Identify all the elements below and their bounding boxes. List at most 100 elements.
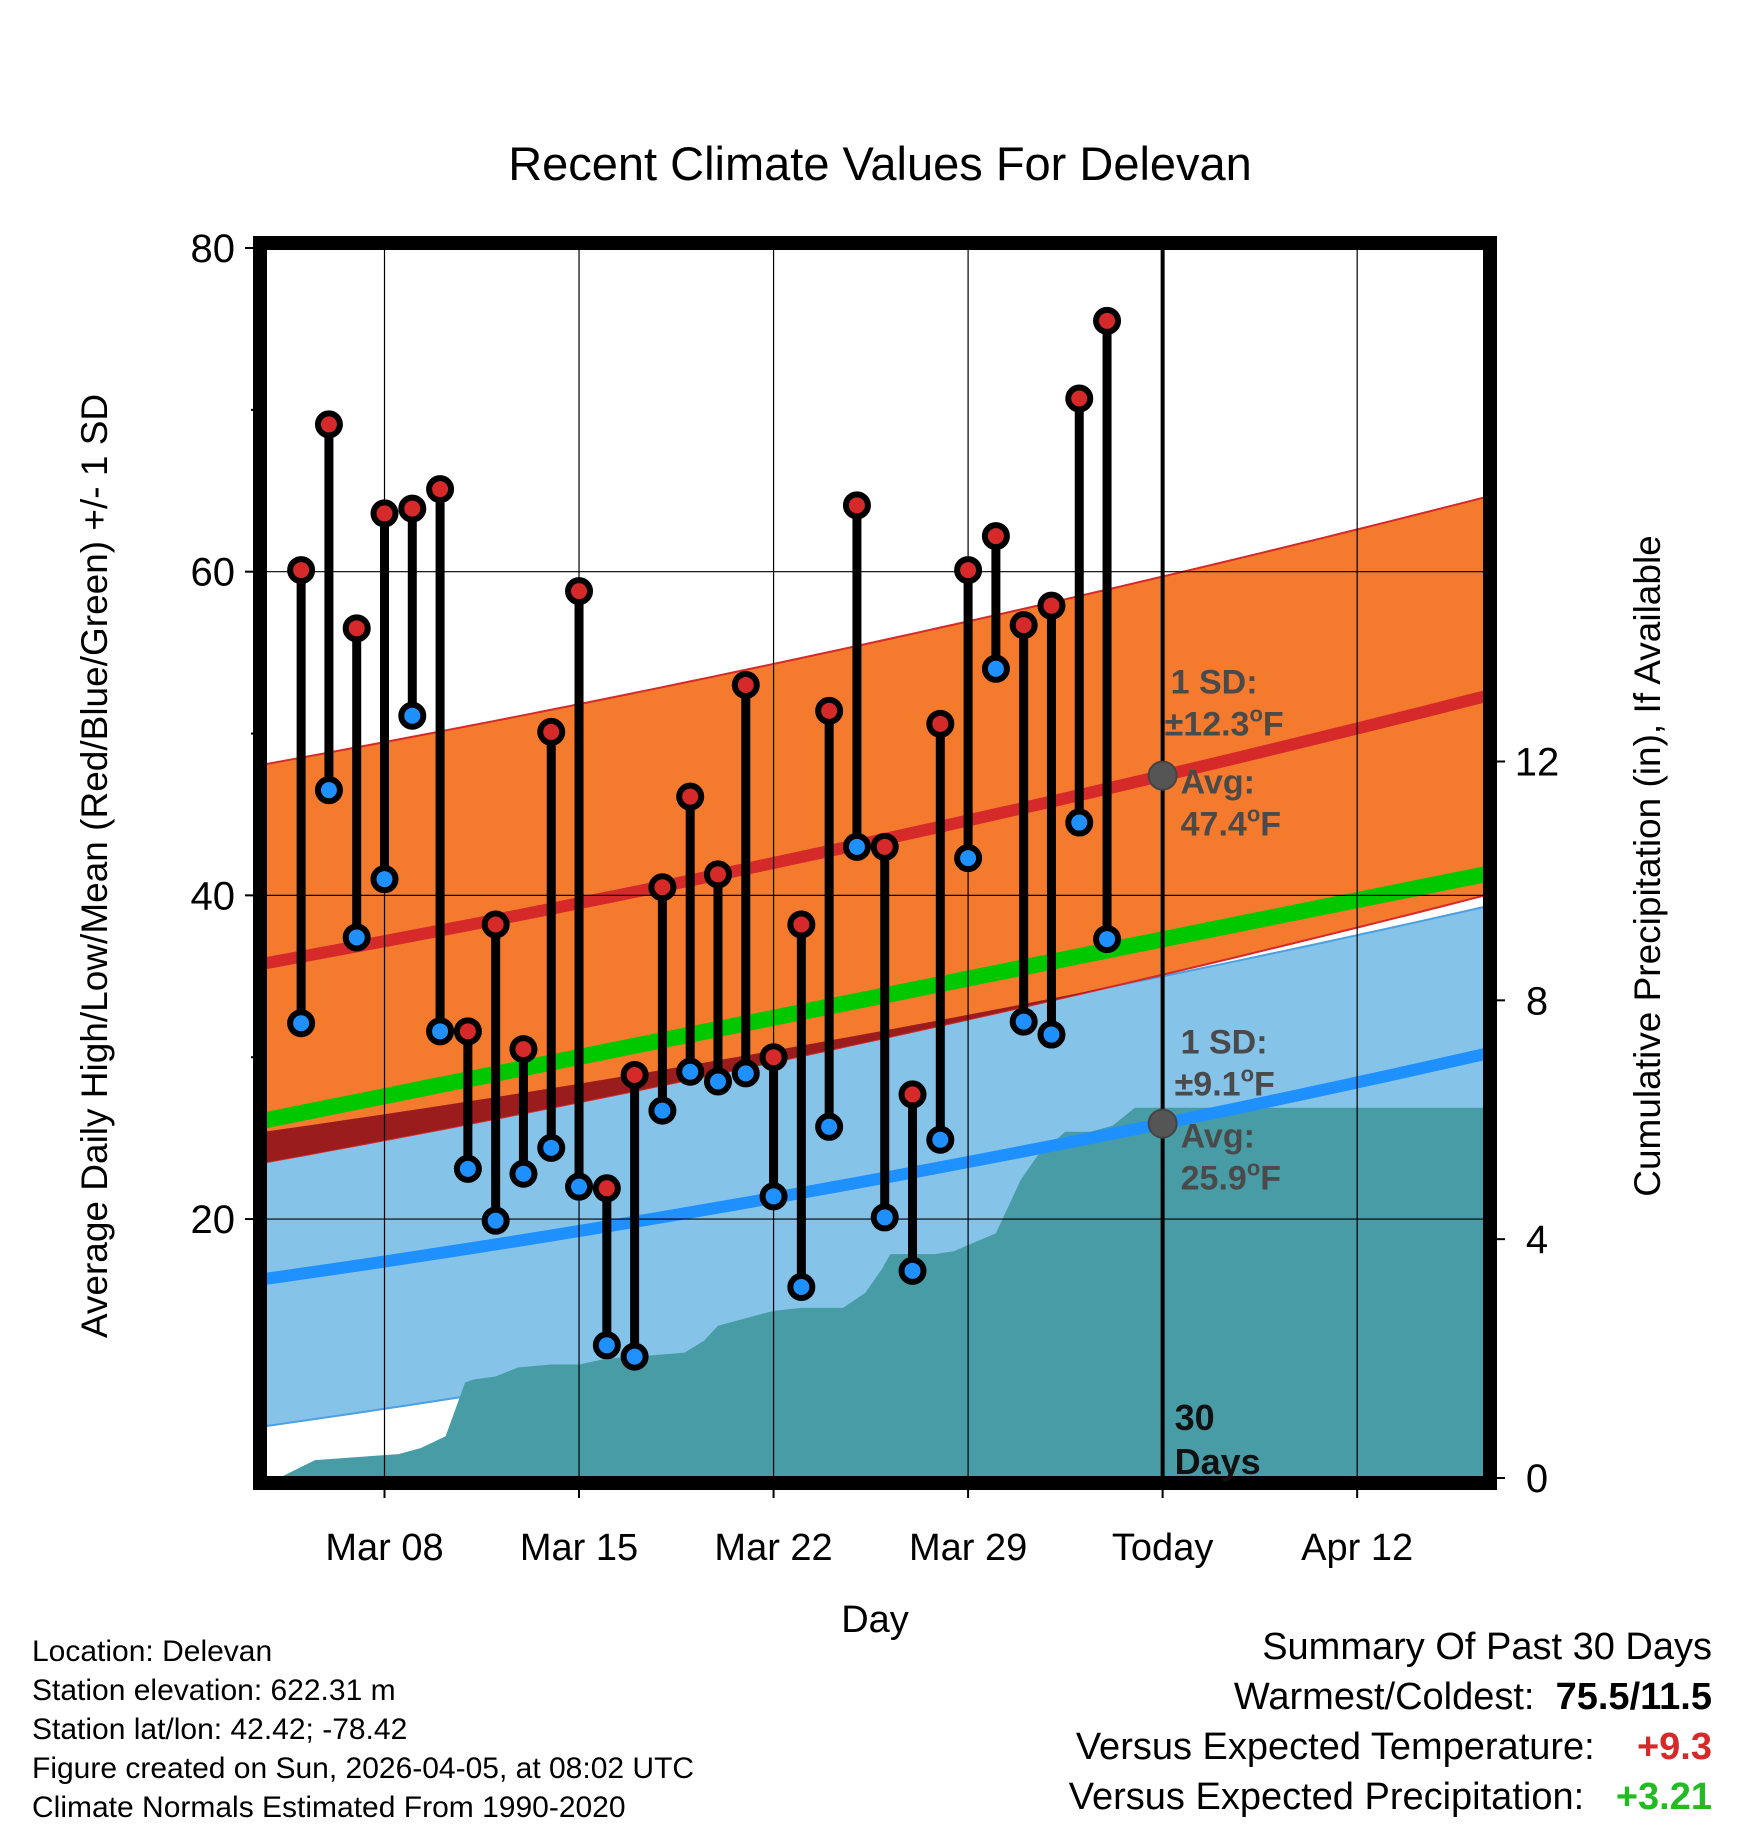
summary-warm-cold-value: 75.5/11.5 [1555,1676,1712,1718]
x-tick-label: Today [1112,1527,1213,1569]
summary-precip-label: Versus Expected Precipitation: [1068,1776,1585,1818]
daily-high-point [398,494,427,523]
daily-high-point [870,832,899,861]
high-avg-marker [1147,760,1178,791]
chart-title: Recent Climate Values For Delevan [508,137,1252,190]
y-tick-label: 40 [191,874,236,918]
summary-title: Summary Of Past 30 Days [1262,1626,1712,1668]
footer-created: Figure created on Sun, 2026-04-05, at 08… [32,1752,695,1785]
daily-high-point [1037,591,1066,620]
daily-low-point [1009,1007,1038,1036]
summary-warm-cold-label: Warmest/Coldest: [1233,1676,1535,1718]
daily-high-point [759,1043,788,1072]
daily-low-point [342,923,371,952]
daily-low-point [565,1172,594,1201]
y-tick-label: 20 [191,1198,236,1242]
overlap-band [265,906,1485,1163]
daily-high-point [648,873,677,902]
daily-high-point [509,1035,538,1064]
y-tick-label: 80 [191,227,236,271]
daily-low-point [426,1017,455,1046]
low-sd-label: 1 SD: [1181,1024,1268,1062]
x-axis-title: Day [841,1599,909,1641]
daily-high-point [898,1080,927,1109]
daily-high-point [426,475,455,504]
daily-low-point [731,1059,760,1088]
daily-high-point [954,556,983,585]
daily-low-point [620,1342,649,1371]
x-tick-label: Mar 15 [520,1527,638,1569]
daily-low-point [1065,808,1094,837]
daily-high-point [481,910,510,939]
daily-low-point [676,1057,705,1086]
daily-low-point [815,1112,844,1141]
summary-temp: Versus Expected Temperature: +9.3 [1069,1722,1712,1772]
daily-low-point [453,1154,482,1183]
daily-low-point [926,1125,955,1154]
daily-low-point [1037,1020,1066,1049]
summary-precip: Versus Expected Precipitation: +3.21 [1069,1772,1712,1822]
daily-high-point [676,782,705,811]
daily-low-point [537,1133,566,1162]
y-tick-label: 60 [191,551,236,595]
high-avg-value: 47.4oF [1181,802,1281,844]
daily-high-point [370,499,399,528]
y2-tick-label: 0 [1526,1457,1548,1501]
summary-temp-label: Versus Expected Temperature: [1075,1726,1595,1768]
daily-high-point [592,1174,621,1203]
daily-low-point [370,865,399,894]
high-avg-label: Avg: [1181,764,1255,802]
low-avg-value: 25.9oF [1181,1156,1281,1198]
y2-tick-label: 4 [1526,1218,1548,1262]
y2-axis-title: Cumulative Precipitation (in), If Availa… [1627,535,1668,1197]
daily-low-point [481,1206,510,1235]
daily-low-point [648,1096,677,1125]
high-sd-label: 1 SD: [1171,664,1258,702]
footer-location: Location: Delevan [32,1635,273,1668]
normal-low-line [265,1048,1485,1285]
summary-temp-value: +9.3 [1636,1726,1712,1768]
daily-high-point [981,522,1010,551]
daily-high-point [787,910,816,939]
y-axis-title: Average Daily High/Low/Mean (Red/Blue/Gr… [74,394,115,1338]
daily-high-point [731,670,760,699]
summary-precip-value: +3.21 [1615,1776,1712,1818]
daily-high-point [703,860,732,889]
daily-high-point [1009,611,1038,640]
daily-high-point [1093,306,1122,335]
daily-high-point [287,556,316,585]
daily-low-point [954,844,983,873]
daily-high-point [565,577,594,606]
y2-tick-label: 12 [1515,740,1560,784]
footer-elevation: Station elevation: 622.31 m [32,1674,396,1707]
precip-area [278,1107,1485,1478]
daily-low-point [1093,925,1122,954]
plot-frame [253,236,1497,1490]
high-sd-value: ±12.3oF [1165,702,1284,744]
daily-low-point [592,1331,621,1360]
daily-low-point [509,1159,538,1188]
x-tick-label: Apr 12 [1301,1527,1413,1569]
daily-low-point [787,1273,816,1302]
low-avg-marker [1147,1108,1178,1139]
footer-latlon: Station lat/lon: 42.42; -78.42 [32,1713,408,1746]
x-tick-label: Mar 29 [909,1527,1027,1569]
daily-high-point [815,696,844,725]
footer-normals: Climate Normals Estimated From 1990-2020 [32,1791,626,1824]
footer-info: Location: Delevan Station elevation: 622… [32,1632,694,1827]
daily-high-point [453,1017,482,1046]
summary-warm-cold: Warmest/Coldest: 75.5/11.5 [1069,1672,1712,1722]
daily-low-point [398,701,427,730]
summary-panel: Summary Of Past 30 Days Warmest/Coldest:… [1069,1622,1712,1822]
daily-high-point [1065,384,1094,413]
daily-high-point [342,614,371,643]
daily-low-point [842,832,871,861]
daily-low-point [287,1009,316,1038]
daily-low-point [703,1067,732,1096]
daily-high-point [842,491,871,520]
daily-high-point [314,410,343,439]
daily-low-point [759,1182,788,1211]
x-tick-label: Mar 22 [714,1527,832,1569]
daily-high-point [537,717,566,746]
